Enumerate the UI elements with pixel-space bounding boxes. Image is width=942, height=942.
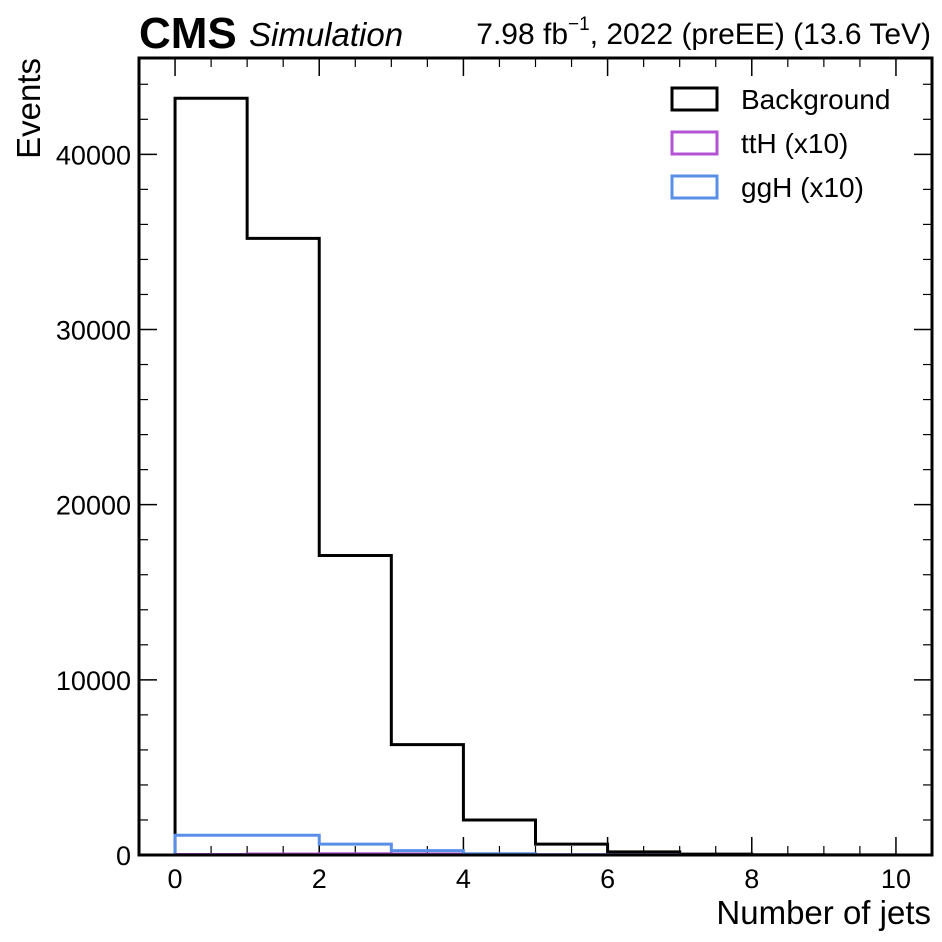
legend-swatch-ggh-x10 — [670, 174, 719, 200]
experiment-label: CMS — [139, 9, 237, 58]
y-tick-label: 10000 — [56, 666, 131, 696]
y-tick-label: 0 — [116, 841, 131, 871]
series-background-line — [173, 96, 896, 857]
legend-label-ggh-x10: ggH (x10) — [741, 172, 864, 203]
plot-frame — [137, 56, 934, 857]
x-tick-label: 6 — [600, 864, 615, 894]
x-tick-label: 0 — [168, 864, 183, 894]
y-tick-label: 30000 — [56, 316, 131, 346]
legend-swatch-background — [670, 86, 719, 112]
simulation-label: Simulation — [249, 16, 403, 53]
x-tick-label: 4 — [456, 864, 471, 894]
chart-header: CMS Simulation 7.98 fb−1, 2022 (preEE) (… — [139, 9, 931, 58]
x-tick-label: 8 — [744, 864, 759, 894]
x-axis-title: Number of jets — [716, 894, 931, 931]
legend-swatch-tth-x10 — [670, 130, 719, 156]
series-layer — [173, 96, 896, 857]
y-axis-title: Events — [10, 58, 47, 159]
luminosity-value: 7.98 fb — [476, 18, 568, 51]
y-tick-label: 20000 — [56, 491, 131, 521]
legend: Background ttH (x10) ggH (x10) — [670, 84, 890, 203]
x-tick-label: 2 — [312, 864, 327, 894]
x-tick-label: 10 — [881, 864, 911, 894]
luminosity-condition: , 2022 (preEE) (13.6 TeV) — [590, 18, 931, 51]
legend-label-background: Background — [741, 84, 890, 115]
tick-label-layer: 0 2 4 6 8 10 0 10000 20000 30000 40000 — [56, 140, 911, 894]
luminosity-exponent: −1 — [568, 14, 590, 35]
legend-label-tth-x10: ttH (x10) — [741, 128, 848, 159]
y-tick-label: 40000 — [56, 140, 131, 170]
luminosity-label: 7.98 fb−1, 2022 (preEE) (13.6 TeV) — [476, 14, 931, 51]
